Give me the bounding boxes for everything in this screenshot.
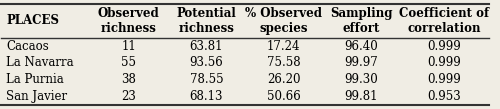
Text: 99.97: 99.97 xyxy=(344,56,378,70)
Text: La Purnia: La Purnia xyxy=(6,73,64,87)
Text: Cacaos: Cacaos xyxy=(6,39,49,53)
Text: 50.66: 50.66 xyxy=(267,90,300,103)
Text: 26.20: 26.20 xyxy=(267,73,300,87)
Text: 63.81: 63.81 xyxy=(190,39,223,53)
Text: 96.40: 96.40 xyxy=(344,39,378,53)
Text: 0.999: 0.999 xyxy=(428,39,462,53)
Text: % Observed
species: % Observed species xyxy=(246,7,322,35)
Text: 0.999: 0.999 xyxy=(428,73,462,87)
Text: 0.999: 0.999 xyxy=(428,56,462,70)
Text: 99.30: 99.30 xyxy=(344,73,378,87)
Text: 11: 11 xyxy=(122,39,136,53)
Text: 68.13: 68.13 xyxy=(190,90,223,103)
Text: 38: 38 xyxy=(122,73,136,87)
Text: 93.56: 93.56 xyxy=(190,56,223,70)
Text: 99.81: 99.81 xyxy=(344,90,378,103)
Text: La Navarra: La Navarra xyxy=(6,56,74,70)
Text: 17.24: 17.24 xyxy=(267,39,300,53)
Text: San Javier: San Javier xyxy=(6,90,68,103)
Text: 78.55: 78.55 xyxy=(190,73,223,87)
Text: Observed
richness: Observed richness xyxy=(98,7,160,35)
Text: Sampling
effort: Sampling effort xyxy=(330,7,392,35)
Text: 75.58: 75.58 xyxy=(267,56,300,70)
Text: PLACES: PLACES xyxy=(6,14,60,27)
Text: 55: 55 xyxy=(122,56,136,70)
Text: 0.953: 0.953 xyxy=(428,90,462,103)
Text: Coefficient of
correlation: Coefficient of correlation xyxy=(400,7,490,35)
Text: 23: 23 xyxy=(122,90,136,103)
Text: Potential
richness: Potential richness xyxy=(176,7,236,35)
